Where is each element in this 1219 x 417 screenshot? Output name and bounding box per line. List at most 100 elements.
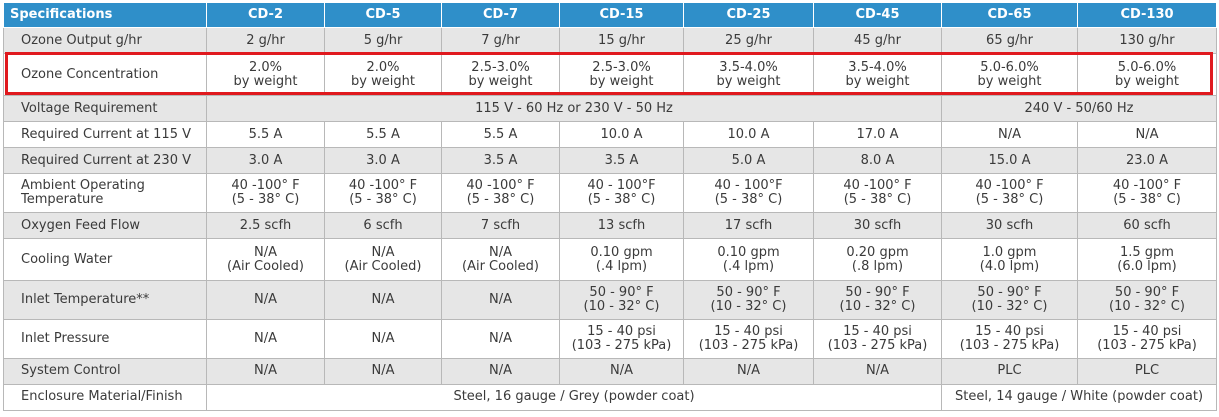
cell-line: 15 - 40 psi: [1112, 323, 1182, 339]
cell-line: N/A: [489, 292, 512, 308]
header-model: CD-65: [941, 2, 1078, 28]
cell-line: 5.0-6.0%: [980, 59, 1039, 75]
cell-line: (103 - 275 kPa): [571, 337, 672, 353]
table-cell: 17.0 A: [813, 121, 942, 149]
cell-line: by weight: [845, 73, 910, 89]
cell-line: (103 - 275 kPa): [698, 337, 799, 353]
table-cell: 25 g/hr: [683, 26, 814, 55]
cell-line: 6 scfh: [363, 217, 403, 233]
table-cell: 15 g/hr: [559, 26, 684, 55]
table-cell: 50 - 90° F (10 - 32° C): [813, 280, 942, 320]
table-cell: N/A: [941, 121, 1078, 149]
cell-line: by weight: [233, 73, 298, 89]
cell-line: (10 - 32° C): [1109, 299, 1185, 315]
table-cell: 0.10 gpm (.4 lpm): [559, 238, 684, 282]
table-cell: 5 g/hr: [324, 26, 442, 55]
table-cell: 40 - 100°F (5 - 38° C): [683, 173, 814, 214]
cell-line: 3.5 A: [483, 152, 518, 168]
table-row: Required Current at 230 V 3.0 A 3.0 A 3.5 A…: [3, 147, 1217, 175]
table-cell: N/A: [559, 357, 684, 385]
cell-line: 45 g/hr: [854, 32, 901, 48]
table-row: System Control N/A N/A N/A N/A N/A N/A PLC PLC: [3, 357, 1217, 385]
cell-line: 50 - 90° F: [716, 285, 781, 301]
table-row: Ozone Output g/hr 2 g/hr 5 g/hr 7 g/hr 15 g/…: [3, 26, 1217, 55]
cell-line: (.8 lpm): [851, 258, 904, 274]
table-cell: 2.5 scfh: [206, 212, 325, 240]
table-cell: N/A: [324, 357, 442, 385]
cell-line: 40 -100° F: [466, 178, 535, 194]
cell-line: N/A: [371, 244, 395, 260]
table-cell: 5.5 A: [206, 121, 325, 149]
cell-line: (6.0 lpm): [1117, 258, 1177, 274]
cell-line: 15.0 A: [988, 152, 1031, 168]
cell-line: (.4 lpm): [595, 258, 648, 274]
cell-line: 2.5-3.0%: [471, 59, 530, 75]
row-label: Inlet Pressure: [3, 318, 207, 359]
cell-line: 10.0 A: [600, 126, 643, 142]
cell-line: N/A: [610, 363, 633, 379]
table-cell: N/A (Air Cooled): [324, 238, 442, 282]
cell-line: (5 - 38° C): [714, 192, 783, 208]
table-row: Enclosure Material/Finish Steel, 16 gauge…: [3, 383, 1217, 412]
merged-cell: Steel, 14 gauge / White (powder coat): [941, 383, 1217, 412]
table-cell: 10.0 A: [559, 121, 684, 149]
table-cell: 40 -100° F (5 - 38° C): [813, 173, 942, 214]
table-cell: N/A (Air Cooled): [441, 238, 560, 282]
cell-line: (103 - 275 kPa): [1097, 337, 1197, 353]
cell-line: 30 scfh: [853, 217, 902, 233]
cell-line: 17.0 A: [856, 126, 899, 142]
table-cell: 13 scfh: [559, 212, 684, 240]
table-cell: 5.0-6.0% by weight: [1077, 53, 1217, 96]
cell-line: N/A: [371, 330, 395, 346]
cell-line: 5.5 A: [366, 126, 400, 142]
row-label: Ozone Output g/hr: [3, 26, 207, 55]
header-model: CD-25: [683, 2, 814, 28]
cell-line: 60 scfh: [1123, 217, 1171, 233]
cell-line: 15 - 40 psi: [843, 323, 912, 339]
cell-line: 15 - 40 psi: [587, 323, 656, 339]
cell-line: 25 g/hr: [725, 32, 772, 48]
cell-line: by weight: [351, 73, 415, 89]
cell-line: N/A: [371, 292, 395, 308]
cell-line: (10 - 32° C): [839, 299, 916, 315]
cell-line: 0.10 gpm: [590, 244, 653, 260]
table-cell: 3.5-4.0% by weight: [683, 53, 814, 96]
cell-line: PLC: [997, 363, 1022, 379]
table-cell: 5.0 A: [683, 147, 814, 175]
cell-line: 2 g/hr: [246, 32, 285, 48]
table-cell: 45 g/hr: [813, 26, 942, 55]
table-row: Cooling Water N/A (Air Cooled) N/A (Air Cool…: [3, 238, 1217, 282]
header-specifications: Specifications: [3, 2, 207, 28]
table-cell: PLC: [941, 357, 1078, 385]
table-cell: 40 - 100°F (5 - 38° C): [559, 173, 684, 214]
cell-line: (103 - 275 kPa): [827, 337, 928, 353]
cell-line: 50 - 90° F: [589, 285, 654, 301]
cell-line: N/A: [998, 126, 1021, 142]
table-cell: N/A: [206, 318, 325, 359]
table-cell: 130 g/hr: [1077, 26, 1217, 55]
header-model: CD-2: [206, 2, 325, 28]
cell-line: 17 scfh: [724, 217, 773, 233]
cell-line: 5.0 A: [731, 152, 766, 168]
spec-table: Specifications CD-2 CD-5 CD-7 CD-15 CD-25 CD-4…: [3, 2, 1217, 412]
table-cell: 15 - 40 psi (103 - 275 kPa): [1077, 318, 1217, 359]
cell-line: N/A: [254, 330, 277, 346]
cell-line: 23.0 A: [1126, 152, 1168, 168]
cell-line: (Air Cooled): [227, 258, 304, 274]
table-cell: 2.5-3.0% by weight: [441, 53, 560, 96]
cell-line: 5 g/hr: [363, 32, 403, 48]
table-cell: 50 - 90° F (10 - 32° C): [941, 280, 1078, 320]
cell-line: 40 -100° F: [975, 178, 1044, 194]
cell-line: 15 g/hr: [598, 32, 645, 48]
row-label: Required Current at 230 V: [3, 147, 207, 175]
table-cell: 7 g/hr: [441, 26, 560, 55]
table-cell: 15.0 A: [941, 147, 1078, 175]
cell-line: by weight: [1115, 73, 1179, 89]
row-label: Enclosure Material/Finish: [3, 383, 207, 412]
cell-line: (10 - 32° C): [583, 299, 660, 315]
cell-line: 40 -100° F: [843, 178, 912, 194]
table-cell: 15 - 40 psi (103 - 275 kPa): [683, 318, 814, 359]
cell-line: by weight: [716, 73, 781, 89]
table-cell: 5.5 A: [441, 121, 560, 149]
table-cell: 50 - 90° F (10 - 32° C): [683, 280, 814, 320]
